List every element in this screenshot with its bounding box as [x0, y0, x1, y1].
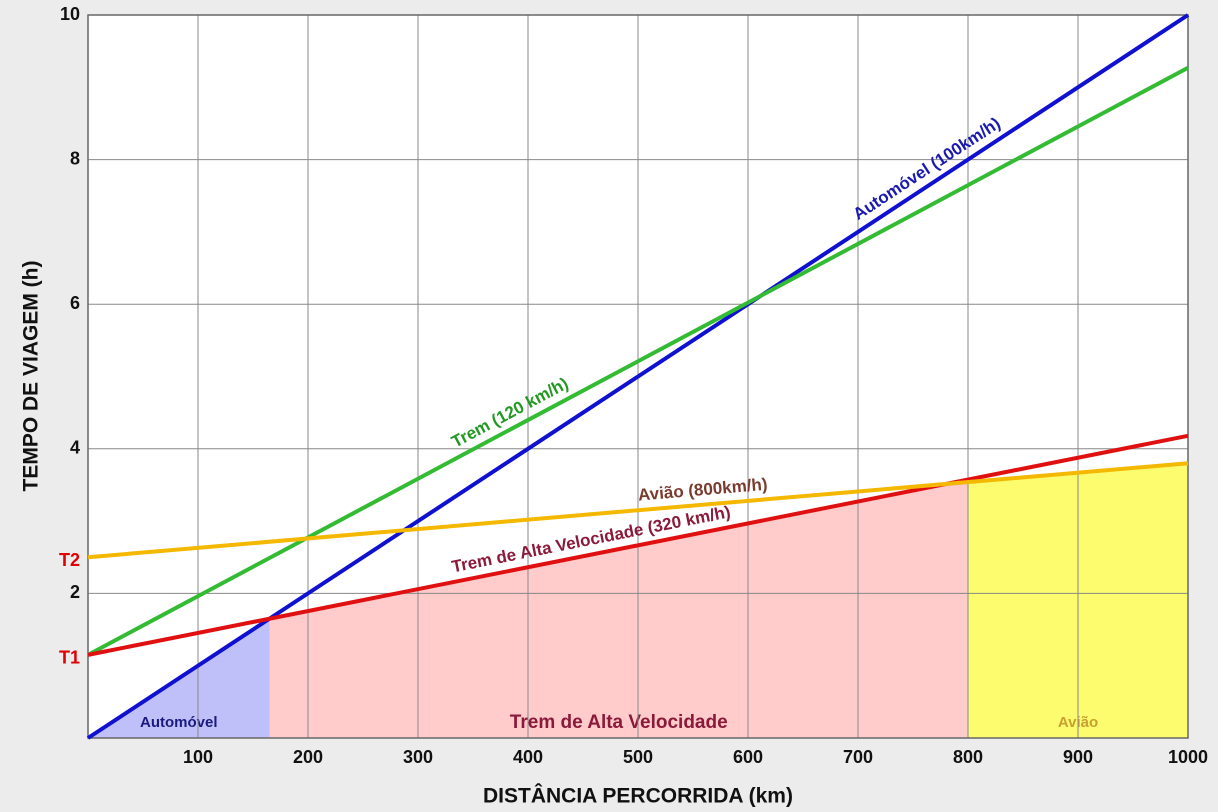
y-tick-label: 2 [70, 582, 80, 602]
y-annotation: T1 [59, 648, 80, 668]
y-tick-label: 4 [70, 438, 80, 458]
y-axis-label: TEMPO DE VIAGEM (h) [20, 261, 43, 492]
region-label: Automóvel [140, 714, 218, 731]
y-tick-label: 6 [70, 293, 80, 313]
x-tick-label: 700 [843, 747, 873, 767]
x-tick-label: 200 [293, 747, 323, 767]
x-tick-label: 800 [953, 747, 983, 767]
x-tick-label: 300 [403, 747, 433, 767]
x-tick-label: 100 [183, 747, 213, 767]
chart: DISTÂNCIA PERCORRIDA (km) TEMPO DE VIAGE… [0, 0, 1218, 812]
x-tick-label: 900 [1063, 747, 1093, 767]
y-annotation: T2 [59, 550, 80, 570]
y-tick-label: 10 [60, 4, 80, 24]
x-tick-label: 500 [623, 747, 653, 767]
region-label: Trem de Alta Velocidade [510, 712, 728, 733]
y-tick-label: 8 [70, 148, 80, 168]
page: DISTÂNCIA PERCORRIDA (km) TEMPO DE VIAGE… [0, 0, 1218, 812]
x-tick-label: 600 [733, 747, 763, 767]
x-tick-label: 1000 [1168, 747, 1208, 767]
x-axis-label: DISTÂNCIA PERCORRIDA (km) [483, 784, 793, 808]
x-tick-label: 400 [513, 747, 543, 767]
